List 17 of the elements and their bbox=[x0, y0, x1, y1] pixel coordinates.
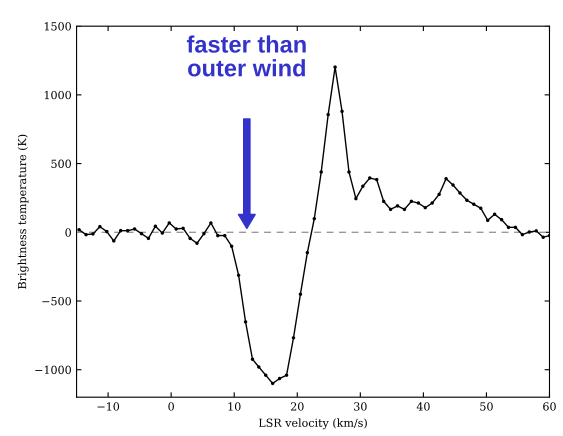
x-axis-title: LSR velocity (km/s) bbox=[258, 418, 367, 430]
x-tick-label: 10 bbox=[228, 402, 241, 411]
annotation: faster than outer wind bbox=[186, 35, 306, 76]
y-axis-title: Brightness temperature (K) bbox=[18, 134, 29, 289]
y-tick-label: 500 bbox=[51, 160, 71, 168]
y-tick-label: −500 bbox=[42, 296, 71, 306]
y-tick-label: −1000 bbox=[35, 366, 71, 374]
x-tick-label: −10 bbox=[98, 402, 120, 411]
x-tick-label: 40 bbox=[416, 402, 430, 411]
x-tick-label: 60 bbox=[543, 402, 556, 411]
y-tick-label: 1000 bbox=[44, 90, 71, 100]
x-tick-label: 20 bbox=[290, 402, 304, 411]
x-tick-label: 30 bbox=[354, 402, 367, 411]
y-tick-label: 0 bbox=[65, 228, 71, 237]
x-tick-label: 0 bbox=[168, 402, 174, 411]
x-tick-label: 50 bbox=[480, 402, 493, 411]
y-tick-label: 1500 bbox=[44, 22, 71, 31]
